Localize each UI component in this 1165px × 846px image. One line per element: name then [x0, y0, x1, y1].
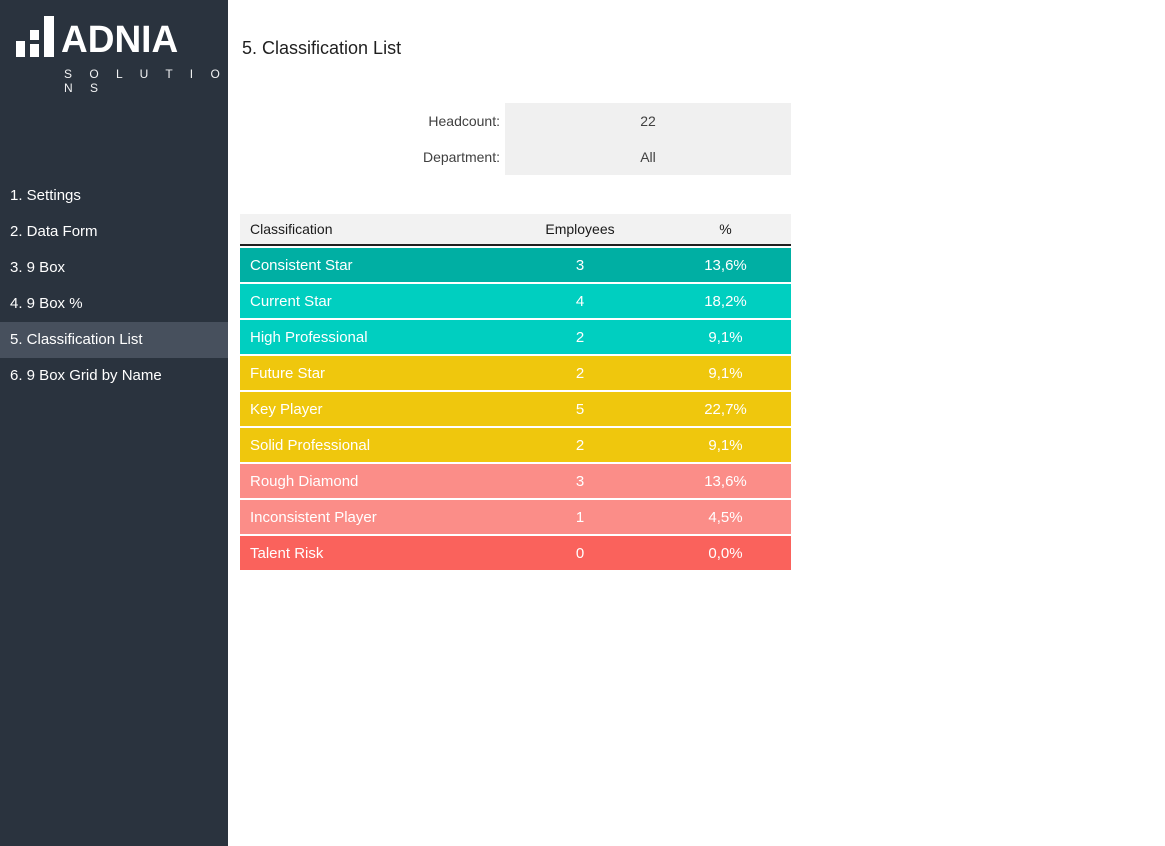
- headcount-label: Headcount:: [428, 113, 500, 129]
- row-employees: 2: [575, 436, 585, 454]
- sidebar-item-4[interactable]: 4. 9 Box %: [10, 295, 83, 312]
- filter-panel: Headcount: 22 Department: All: [242, 103, 791, 175]
- department-row: Department: All: [242, 139, 791, 175]
- department-label: Department:: [422, 149, 500, 165]
- sidebar-item-1[interactable]: 1. Settings: [10, 187, 81, 204]
- header-classification: Classification: [250, 221, 333, 237]
- row-percent: 4,5%: [708, 508, 743, 526]
- department-select[interactable]: All: [505, 139, 791, 175]
- logo-bar-short: [16, 41, 25, 57]
- row-classification: Consistent Star: [250, 256, 353, 274]
- row-employees: 3: [575, 472, 585, 490]
- sidebar-item-3[interactable]: 3. 9 Box: [10, 259, 66, 276]
- row-classification: Solid Professional: [250, 436, 371, 454]
- table-row[interactable]: Rough Diamond 3 13,6%: [240, 464, 791, 498]
- sidebar-item-6[interactable]: 6. 9 Box Grid by Name: [10, 367, 162, 384]
- sidebar-item-5[interactable]: 5. Classification List: [0, 322, 228, 358]
- table-row[interactable]: Talent Risk 0 0,0%: [240, 536, 791, 570]
- table-row[interactable]: Future Star 2 9,1%: [240, 356, 791, 390]
- table-row[interactable]: Consistent Star 3 13,6%: [240, 248, 791, 282]
- classification-table: Classification Employees % Consistent St…: [240, 214, 791, 570]
- row-employees: 0: [575, 544, 585, 562]
- headcount-row: Headcount: 22: [242, 103, 791, 139]
- table-row[interactable]: Inconsistent Player 1 4,5%: [240, 500, 791, 534]
- logo-wordmark: ADNIA: [61, 19, 179, 61]
- row-employees: 4: [575, 292, 585, 310]
- table-row[interactable]: Solid Professional 2 9,1%: [240, 428, 791, 462]
- headcount-value: 22: [505, 103, 791, 139]
- row-employees: 5: [575, 400, 585, 418]
- row-classification: High Professional: [250, 328, 368, 346]
- table-row[interactable]: Current Star 4 18,2%: [240, 284, 791, 318]
- row-classification: Current Star: [250, 292, 332, 310]
- row-classification: Rough Diamond: [250, 472, 359, 490]
- row-percent: 13,6%: [704, 472, 747, 490]
- row-classification: Talent Risk: [250, 544, 324, 562]
- sidebar: ADNIA S O L U T I O N S 1. Settings 2. Da…: [0, 0, 228, 846]
- logo-bar-split: [30, 30, 39, 57]
- row-employees: 3: [575, 256, 585, 274]
- row-percent: 22,7%: [704, 400, 747, 418]
- row-employees: 2: [575, 328, 585, 346]
- classification-table-body: Consistent Star 3 13,6% Current Star 4 18,2% H…: [240, 248, 791, 570]
- main-content: 5. Classification List Headcount: 22 Dep…: [228, 0, 1165, 846]
- row-percent: 13,6%: [704, 256, 747, 274]
- bar-chart-logo-icon: [16, 16, 54, 57]
- logo-bar-tall: [44, 16, 54, 57]
- row-employees: 1: [575, 508, 585, 526]
- sidebar-item-2[interactable]: 2. Data Form: [10, 223, 98, 240]
- row-classification: Inconsistent Player: [250, 508, 377, 526]
- logo-subtitle: S O L U T I O N S: [64, 67, 227, 95]
- page-title: 5. Classification List: [242, 38, 402, 58]
- table-row[interactable]: High Professional 2 9,1%: [240, 320, 791, 354]
- row-percent: 9,1%: [708, 364, 743, 382]
- row-employees: 2: [575, 364, 585, 382]
- table-row[interactable]: Key Player 5 22,7%: [240, 392, 791, 426]
- adnia-logo: ADNIA: [16, 16, 179, 61]
- row-classification: Future Star: [250, 364, 326, 382]
- header-percent: %: [719, 221, 732, 237]
- row-percent: 9,1%: [708, 328, 743, 346]
- sidebar-nav: 1. Settings 2. Data Form 3. 9 Box 4. 9 Box …: [0, 178, 228, 394]
- row-classification: Key Player: [250, 400, 323, 418]
- row-percent: 18,2%: [704, 292, 747, 310]
- table-header-row: Classification Employees %: [240, 214, 791, 246]
- header-employees: Employees: [545, 221, 615, 237]
- row-percent: 0,0%: [708, 544, 743, 562]
- row-percent: 9,1%: [708, 436, 743, 454]
